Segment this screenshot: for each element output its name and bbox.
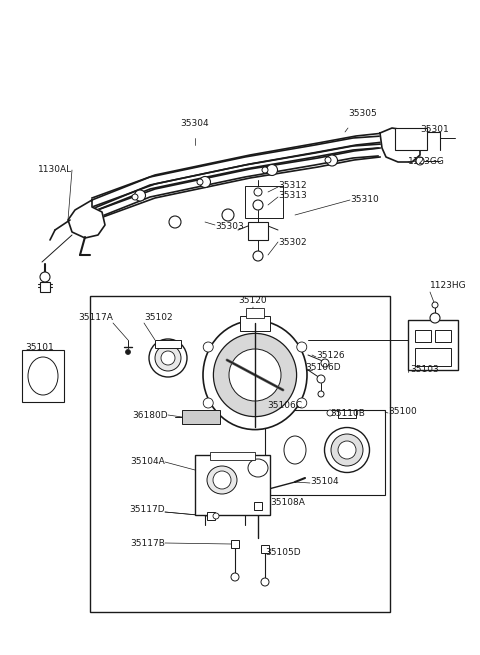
- Text: 35117A: 35117A: [78, 313, 113, 322]
- Text: 35102: 35102: [144, 313, 173, 322]
- Text: 35106D: 35106D: [305, 364, 341, 373]
- Text: 35313: 35313: [278, 191, 307, 200]
- Circle shape: [197, 179, 203, 185]
- Ellipse shape: [229, 349, 281, 401]
- Polygon shape: [92, 136, 382, 209]
- Ellipse shape: [155, 345, 181, 371]
- Bar: [90, 296, 390, 612]
- Bar: [261, 545, 269, 553]
- Circle shape: [132, 194, 138, 200]
- Bar: [248, 222, 268, 240]
- Bar: [265, 410, 385, 495]
- Ellipse shape: [161, 351, 175, 365]
- Circle shape: [326, 155, 337, 166]
- Bar: [246, 308, 264, 318]
- Text: 35305: 35305: [348, 109, 377, 118]
- Bar: [415, 348, 451, 366]
- Bar: [408, 320, 458, 370]
- Bar: [338, 410, 356, 418]
- Circle shape: [325, 157, 331, 163]
- Ellipse shape: [324, 428, 370, 472]
- Circle shape: [253, 251, 263, 261]
- Ellipse shape: [331, 434, 363, 466]
- Text: 35304: 35304: [180, 119, 209, 128]
- Ellipse shape: [207, 466, 237, 494]
- Text: 35310: 35310: [350, 195, 379, 204]
- Ellipse shape: [248, 459, 268, 477]
- Circle shape: [321, 359, 329, 367]
- Circle shape: [134, 190, 145, 201]
- Text: 35303: 35303: [215, 222, 244, 231]
- Bar: [182, 410, 220, 424]
- Circle shape: [416, 157, 424, 165]
- Circle shape: [203, 342, 213, 352]
- Polygon shape: [380, 128, 420, 162]
- Text: 35104: 35104: [310, 477, 338, 487]
- Bar: [207, 512, 215, 520]
- Circle shape: [231, 573, 239, 581]
- Ellipse shape: [28, 357, 58, 395]
- Circle shape: [213, 513, 219, 519]
- Text: 35108A: 35108A: [270, 498, 305, 507]
- Polygon shape: [68, 200, 105, 238]
- Circle shape: [254, 188, 262, 196]
- Ellipse shape: [338, 441, 356, 459]
- Text: 35103: 35103: [410, 365, 439, 375]
- Circle shape: [430, 313, 440, 323]
- Circle shape: [266, 164, 277, 176]
- Circle shape: [40, 272, 50, 282]
- Text: 1123GG: 1123GG: [408, 157, 445, 166]
- Circle shape: [317, 375, 325, 383]
- Circle shape: [200, 176, 211, 187]
- Text: 35302: 35302: [278, 238, 307, 247]
- Bar: [395, 128, 427, 150]
- Circle shape: [297, 398, 307, 408]
- Bar: [240, 316, 270, 331]
- Bar: [245, 186, 283, 218]
- Ellipse shape: [213, 471, 231, 489]
- Circle shape: [432, 302, 438, 308]
- Text: 35117B: 35117B: [130, 538, 165, 548]
- Bar: [254, 502, 262, 510]
- Text: 36180D: 36180D: [132, 411, 168, 419]
- Bar: [40, 282, 50, 292]
- Text: 1123HG: 1123HG: [430, 281, 467, 290]
- Polygon shape: [92, 148, 380, 221]
- Ellipse shape: [284, 436, 306, 464]
- Text: 35100: 35100: [388, 407, 417, 417]
- Bar: [231, 540, 239, 548]
- Ellipse shape: [214, 333, 297, 417]
- Bar: [210, 452, 255, 460]
- Ellipse shape: [203, 320, 307, 430]
- Text: 35110B: 35110B: [330, 409, 365, 417]
- Circle shape: [327, 410, 333, 416]
- Polygon shape: [92, 148, 378, 220]
- Circle shape: [125, 350, 131, 354]
- Text: 35104A: 35104A: [130, 457, 165, 466]
- Text: 35117D: 35117D: [130, 506, 165, 514]
- Circle shape: [261, 578, 269, 586]
- Bar: [435, 330, 451, 342]
- Circle shape: [169, 216, 181, 228]
- Bar: [155, 340, 181, 348]
- Text: 35126: 35126: [316, 350, 345, 360]
- Bar: [415, 330, 431, 342]
- Bar: [22, 350, 64, 402]
- Circle shape: [253, 200, 263, 210]
- Text: 35120: 35120: [239, 296, 267, 305]
- Ellipse shape: [149, 339, 187, 377]
- Circle shape: [297, 342, 307, 352]
- Text: 35106C: 35106C: [267, 401, 302, 410]
- Bar: [195, 455, 270, 515]
- Text: 35105D: 35105D: [265, 548, 300, 557]
- Text: 35101: 35101: [25, 343, 54, 352]
- Circle shape: [262, 167, 268, 173]
- Text: 35301: 35301: [420, 126, 449, 134]
- Text: 35312: 35312: [278, 181, 307, 189]
- Text: 1130AL: 1130AL: [38, 166, 72, 174]
- Circle shape: [318, 391, 324, 397]
- Circle shape: [222, 209, 234, 221]
- Polygon shape: [92, 133, 384, 207]
- Circle shape: [203, 398, 213, 408]
